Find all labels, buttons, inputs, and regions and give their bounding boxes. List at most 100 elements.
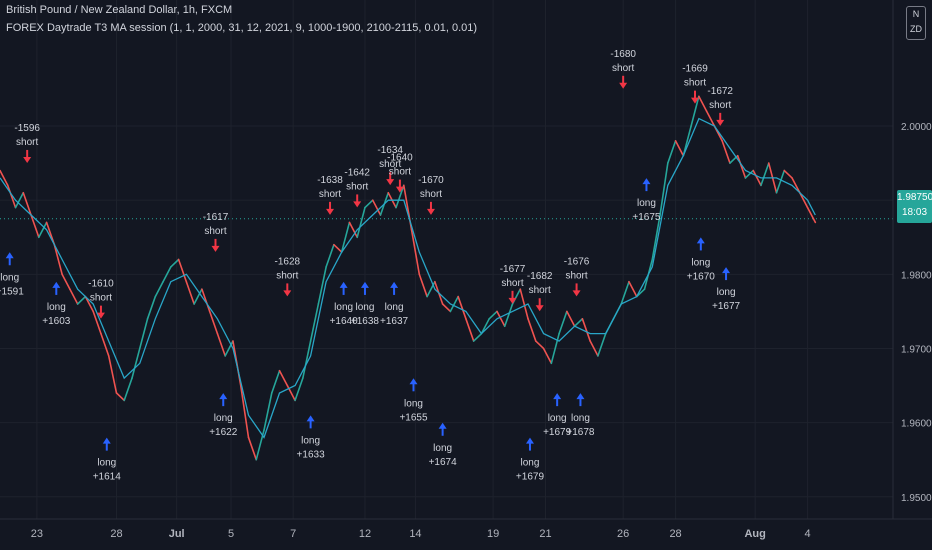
short-pnl: -1682: [527, 271, 553, 282]
price-segment: [682, 125, 692, 157]
long-label: long: [0, 272, 19, 283]
price-segment: [146, 295, 157, 320]
price-segment: [806, 206, 817, 224]
price-segment: [177, 258, 188, 283]
short-signal: -1634 short: [377, 145, 403, 186]
short-label: short: [204, 226, 226, 237]
short-arrow-head: [211, 245, 220, 252]
long-pnl: +1655: [399, 412, 428, 423]
price-segment: [589, 340, 599, 357]
long-pnl: +1679: [543, 427, 572, 438]
price-segment: [76, 295, 87, 305]
short-pnl: -1669: [682, 64, 708, 75]
short-arrow-head: [96, 312, 105, 319]
long-label: long: [571, 413, 590, 424]
price-segment: [744, 169, 755, 179]
x-tick-label: 26: [617, 528, 629, 540]
x-tick-label: 28: [110, 528, 122, 540]
short-label: short: [276, 270, 298, 281]
y-tick-label: 1.96000: [901, 419, 932, 430]
long-label: long: [433, 443, 452, 454]
short-pnl: -1672: [707, 86, 733, 97]
price-segment: [465, 318, 475, 342]
long-label: long: [301, 435, 320, 446]
price-segment: [216, 332, 226, 357]
short-pnl: -1634: [377, 145, 403, 156]
short-signal: -1642 short: [344, 167, 370, 208]
price-segment: [674, 140, 685, 157]
price-segment: [333, 243, 343, 253]
short-arrow-head: [426, 208, 435, 215]
last-price-tag: 1.98750 18:03: [897, 190, 932, 223]
x-tick-label: 21: [539, 528, 551, 540]
price-segment: [0, 169, 9, 187]
short-signal: -1596 short: [14, 123, 40, 163]
x-tick-label: 14: [409, 528, 421, 540]
long-arrow-head: [722, 267, 731, 274]
price-segment: [278, 369, 289, 387]
price-segment: [628, 280, 638, 298]
long-signal: long +1603: [42, 281, 71, 327]
price-segment: [61, 273, 71, 290]
short-signal: -1640 short: [387, 153, 413, 193]
short-arrow-head: [283, 290, 292, 297]
currency-label-line1: N: [912, 9, 920, 19]
symbol-title[interactable]: British Pound / New Zealand Dollar, 1h, …: [6, 4, 233, 16]
short-arrow-head: [716, 119, 725, 126]
price-segment: [457, 295, 467, 320]
price-segment: [208, 310, 219, 335]
price-segment: [667, 140, 677, 164]
price-segment: [247, 436, 258, 461]
price-segment: [356, 206, 366, 239]
short-pnl: -1670: [418, 175, 444, 186]
short-signal: -1672 short: [707, 86, 733, 126]
long-arrow-head: [438, 422, 447, 429]
price-segment: [239, 384, 250, 439]
long-pnl: +1591: [0, 286, 24, 297]
price-segment: [496, 310, 506, 328]
y-tick-label: 2.00000: [901, 122, 932, 133]
price-segment: [115, 392, 126, 402]
long-pnl: +1677: [712, 301, 741, 312]
long-label: long: [356, 302, 375, 313]
price-segment: [22, 191, 32, 216]
price-segment: [426, 280, 436, 298]
price-segment: [488, 310, 498, 320]
price-segment: [736, 154, 747, 179]
price-segment: [185, 280, 195, 305]
signals-layer: -1596 short long +1591 long +1603 -1610 short lo…: [0, 49, 741, 483]
long-signal: long +1679: [543, 393, 572, 438]
long-signal: long +1622: [209, 393, 238, 438]
long-arrow-head: [553, 393, 562, 400]
short-label: short: [420, 189, 442, 200]
long-pnl: +1603: [42, 316, 71, 327]
long-signal: long +1670: [687, 237, 715, 282]
long-pnl: +1622: [209, 427, 238, 438]
long-arrow-head: [390, 281, 399, 288]
price-segment: [472, 332, 483, 342]
x-axis-labels: 23 28 Jul 5 7 12 14 19 21 26 28 Aug 4: [31, 528, 811, 540]
long-label: long: [521, 458, 540, 469]
price-segment: [597, 332, 607, 357]
price-segment: [721, 140, 731, 164]
y-tick-label: 1.98000: [901, 270, 932, 281]
short-arrow-head: [386, 179, 395, 186]
study-title[interactable]: FOREX Daytrade T3 MA session (1, 1, 2000…: [6, 22, 478, 34]
price-segment: [698, 95, 708, 113]
short-label: short: [565, 270, 587, 281]
price-segment: [193, 288, 203, 305]
long-label: long: [404, 398, 423, 409]
x-tick-label: 19: [487, 528, 499, 540]
price-segment: [302, 340, 312, 379]
price-segment: [799, 191, 809, 209]
short-pnl: -1596: [14, 123, 40, 134]
currency-button[interactable]: N ZD: [906, 6, 926, 40]
price-segment: [371, 199, 382, 216]
price-segment: [791, 177, 801, 194]
price-segment: [418, 273, 428, 298]
short-signal: -1617 short: [203, 212, 229, 252]
short-pnl: -1638: [317, 175, 343, 186]
long-signal: long +1640: [330, 281, 358, 327]
long-arrow-head: [5, 252, 14, 259]
